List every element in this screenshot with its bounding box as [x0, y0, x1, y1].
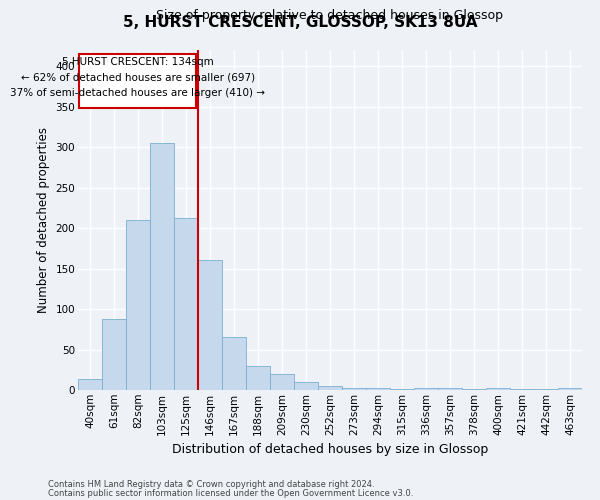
Bar	[438, 388, 462, 390]
Y-axis label: Number of detached properties: Number of detached properties	[37, 127, 50, 313]
Bar	[414, 388, 438, 390]
Bar	[390, 389, 414, 390]
Bar	[534, 389, 558, 390]
Bar	[222, 338, 246, 390]
Bar	[150, 143, 174, 390]
Text: Contains HM Land Registry data © Crown copyright and database right 2024.: Contains HM Land Registry data © Crown c…	[48, 480, 374, 489]
Text: ← 62% of detached houses are smaller (697): ← 62% of detached houses are smaller (69…	[20, 72, 255, 83]
Bar	[246, 366, 270, 390]
Bar	[198, 260, 222, 390]
Text: 37% of semi-detached houses are larger (410) →: 37% of semi-detached houses are larger (…	[10, 88, 265, 98]
Bar	[270, 374, 294, 390]
Text: Contains public sector information licensed under the Open Government Licence v3: Contains public sector information licen…	[48, 488, 413, 498]
Bar	[102, 319, 126, 390]
Bar	[486, 388, 510, 390]
Bar	[462, 389, 486, 390]
Title: Size of property relative to detached houses in Glossop: Size of property relative to detached ho…	[157, 10, 503, 22]
FancyBboxPatch shape	[79, 54, 196, 108]
Bar	[318, 386, 342, 390]
Text: 5 HURST CRESCENT: 134sqm: 5 HURST CRESCENT: 134sqm	[62, 57, 214, 67]
Bar	[510, 389, 534, 390]
Bar	[342, 388, 366, 390]
Bar	[78, 378, 102, 390]
X-axis label: Distribution of detached houses by size in Glossop: Distribution of detached houses by size …	[172, 443, 488, 456]
Bar	[558, 388, 582, 390]
Bar	[294, 382, 318, 390]
Bar	[126, 220, 150, 390]
Bar	[174, 218, 198, 390]
Text: 5, HURST CRESCENT, GLOSSOP, SK13 8UA: 5, HURST CRESCENT, GLOSSOP, SK13 8UA	[123, 15, 477, 30]
Bar	[366, 388, 390, 390]
